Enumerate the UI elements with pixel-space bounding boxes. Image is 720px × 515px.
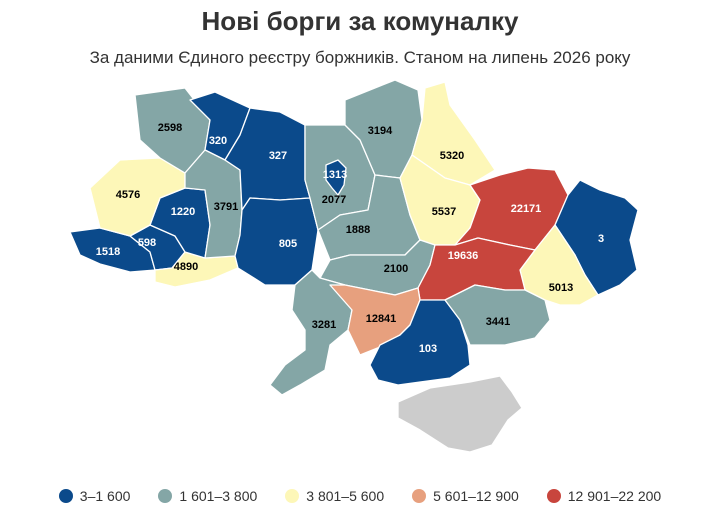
legend-item: 12 901–22 200 [546,488,662,504]
region[interactable] [444,284,551,346]
region-value-label: 4890 [174,261,198,273]
region-value-label: 598 [138,237,156,249]
legend-swatch [412,489,427,503]
region-value-label: 3281 [312,319,336,331]
region-value-label: 5320 [440,150,464,162]
legend-swatch [58,489,73,503]
region[interactable] [325,159,347,196]
region-value-label: 3791 [214,201,238,213]
region-value-label: 3 [598,233,604,245]
value-labels: 2598 320 327 3194 4576 3791 1313 2077 5320 1220 59… [96,122,604,355]
region-value-label: 12841 [366,313,397,325]
region-value-label: 805 [279,238,297,250]
region[interactable] [89,157,186,237]
region[interactable] [411,81,496,186]
region-value-label: 22171 [511,203,542,215]
region-value-label: 1220 [171,206,195,218]
region-value-label: 3194 [368,125,393,137]
legend-item: 5 601–12 900 [412,488,519,504]
legend-item: 3 801–5 600 [285,488,384,504]
ukraine-map: 2598 320 327 3194 4576 3791 1313 2077 5320 1220 59… [69,79,639,453]
legend-swatch [158,489,173,503]
region-value-label: 2100 [384,263,408,275]
region[interactable] [369,299,471,386]
map-subtitle: За даними Єдиного реєстру боржників. Ста… [89,48,631,67]
legend-label: 3–1 600 [79,488,131,504]
region-value-label: 5013 [549,282,573,294]
legend-swatch [285,489,300,503]
region-value-label: 3441 [486,316,510,328]
region-crimea [397,375,523,453]
legend: 3–1 600 1 601–3 800 3 801–5 600 5 601–12… [0,488,720,504]
region[interactable] [269,269,353,396]
region-value-label: 4576 [116,189,140,201]
legend-label: 5 601–12 900 [433,488,519,504]
region-value-label: 1518 [96,246,120,258]
region-value-label: 327 [269,150,287,162]
region-value-label: 320 [209,135,227,147]
region-value-label: 103 [419,343,437,355]
region-value-label: 1313 [323,169,347,181]
map-title: Нові борги за комуналку [201,6,519,36]
region-value-label: 5537 [432,206,456,218]
legend-item: 3–1 600 [58,488,131,504]
legend-item: 1 601–3 800 [158,488,257,504]
legend-swatch [546,489,561,503]
legend-label: 3 801–5 600 [306,488,385,504]
legend-label: 1 601–3 800 [179,488,258,504]
region-value-label: 19636 [448,250,479,262]
region-value-label: 1888 [346,224,370,236]
region[interactable] [234,197,319,286]
region-value-label: 2077 [322,194,346,206]
legend-label: 12 901–22 200 [567,488,662,504]
region-value-label: 2598 [158,122,182,134]
